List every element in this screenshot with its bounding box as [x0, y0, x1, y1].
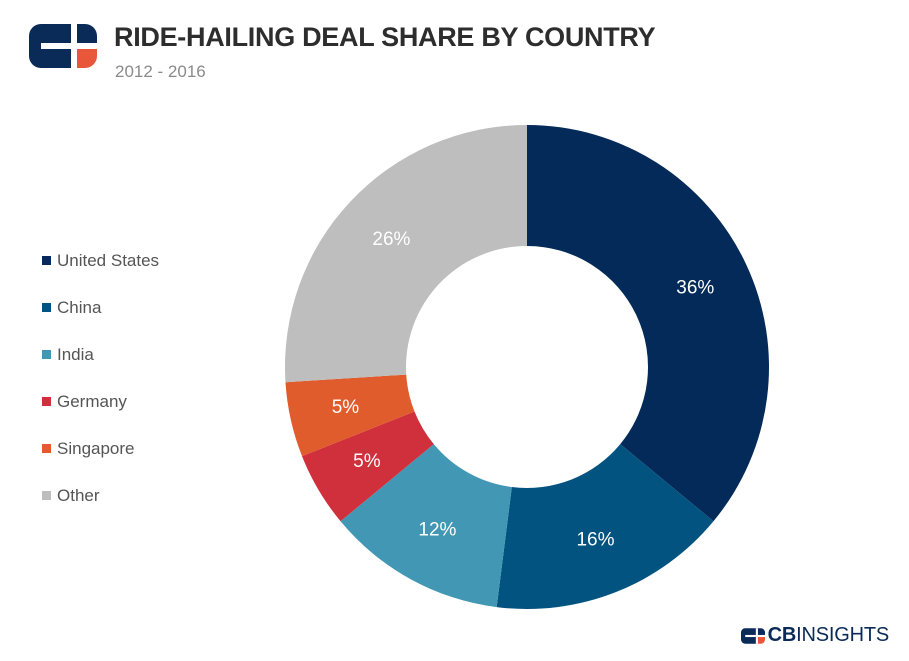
legend-item: China	[42, 284, 159, 331]
slice-label-germany: 5%	[353, 451, 381, 472]
legend-item: United States	[42, 237, 159, 284]
slice-germany	[301, 411, 434, 522]
chart-title: RIDE-HAILING DEAL SHARE BY COUNTRY	[114, 22, 656, 52]
legend-item: Singapore	[42, 425, 159, 472]
brand-insights-text: INSIGHTS	[796, 624, 889, 646]
legend-swatch	[42, 256, 51, 265]
slice-label-singapore: 5%	[332, 397, 360, 418]
legend-swatch	[42, 303, 51, 312]
chart-subtitle: 2012 - 2016	[115, 62, 206, 81]
slice-india	[340, 444, 512, 608]
brand-cb-text: CB	[767, 624, 797, 646]
legend-swatch	[42, 397, 51, 406]
legend-item: Germany	[42, 378, 159, 425]
legend-label: China	[57, 297, 102, 317]
legend-swatch	[42, 491, 51, 500]
slice-other	[285, 125, 527, 383]
slice-singapore	[285, 374, 415, 457]
legend-label: Singapore	[57, 438, 135, 458]
legend-label: Germany	[57, 391, 127, 411]
slice-united-states	[527, 125, 769, 522]
legend-swatch	[42, 444, 51, 453]
slice-label-united-states: 36%	[676, 277, 714, 298]
legend-item: India	[42, 331, 159, 378]
cb-insights-brand: CB INSIGHTS	[740, 624, 889, 647]
legend-item: Other	[42, 472, 159, 519]
legend-label: United States	[57, 250, 160, 270]
cb-insights-logo-mark	[29, 24, 97, 68]
legend-label: Other	[57, 485, 100, 505]
slice-china	[496, 444, 714, 609]
cb-insights-brand-icon	[740, 627, 765, 644]
slice-label-other: 26%	[372, 229, 410, 250]
slice-label-india: 12%	[418, 519, 456, 540]
legend-swatch	[42, 350, 51, 359]
legend-label: India	[57, 344, 94, 364]
slice-label-china: 16%	[576, 529, 614, 550]
chart-legend: United States China India Germany Singapore O…	[42, 237, 159, 519]
